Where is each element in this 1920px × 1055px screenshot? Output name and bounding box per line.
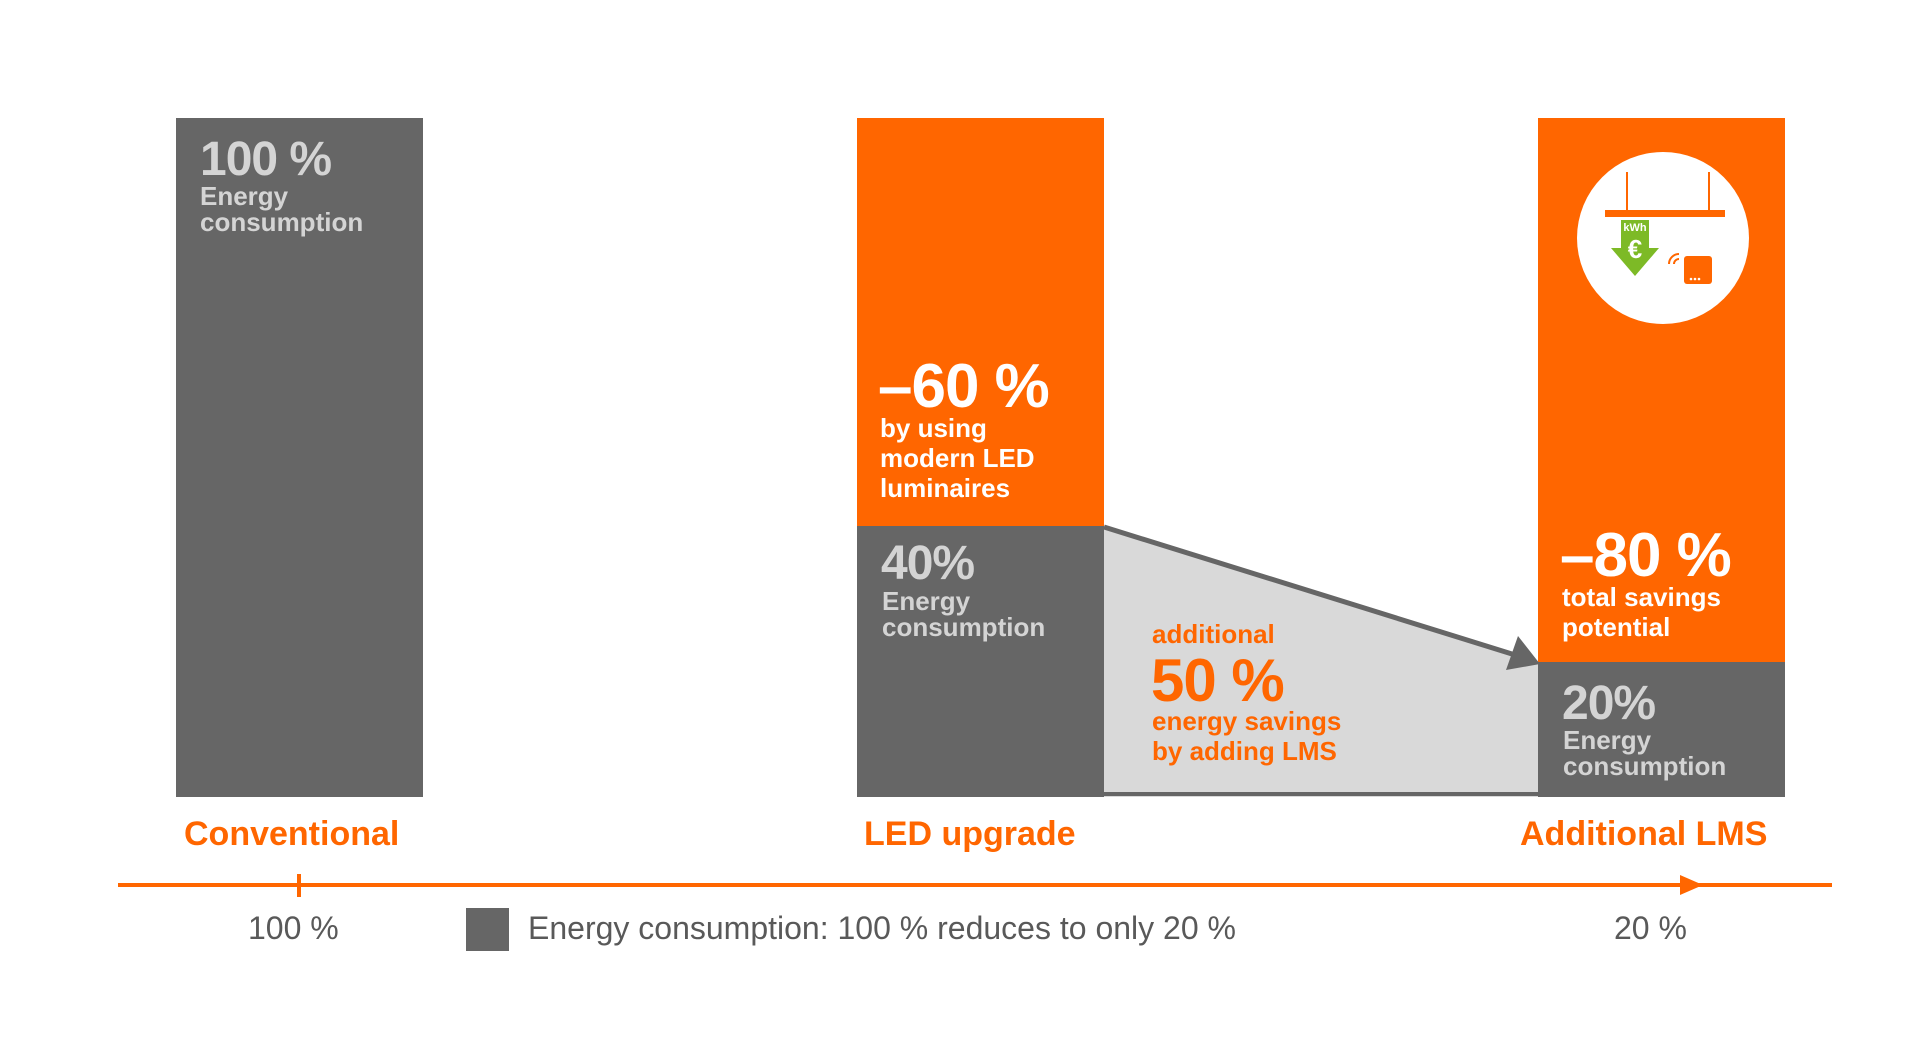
legend-swatch [466, 908, 509, 951]
reduction-arrow-head [1506, 636, 1540, 670]
annotation-top: additional [1152, 619, 1275, 649]
bar-conventional-consumption [176, 118, 423, 797]
conventional-consumption-value: 100 % [200, 133, 332, 186]
annotation-value: 50 % [1151, 647, 1285, 714]
axis-start-label: 100 % [248, 910, 339, 946]
category-label-conventional: Conventional [184, 815, 400, 853]
legend-label: Energy consumption: 100 % reduces to onl… [528, 910, 1236, 946]
conventional-consumption-text-2: consumption [200, 207, 364, 237]
led-savings-text-3: luminaires [880, 473, 1011, 503]
annotation-line-1: energy savings [1152, 706, 1342, 736]
lms-consumption-value: 20% [1562, 677, 1656, 730]
led-savings-text-1: by using [880, 413, 987, 443]
conventional-consumption-text-1: Energy [200, 181, 289, 211]
led-savings-value: –60 % [878, 352, 1050, 421]
lms-savings-text-1: total savings [1562, 582, 1721, 612]
icon-euro-text: € [1628, 234, 1642, 264]
lms-consumption-text-1: Energy [1563, 725, 1652, 755]
reduction-arrow-line [1103, 524, 1513, 657]
bar-lms-consumption [1538, 662, 1785, 797]
led-consumption-text-2: consumption [882, 612, 1046, 642]
lms-consumption-text-2: consumption [1563, 751, 1727, 781]
bar-led-savings [857, 118, 1104, 526]
axis-end-label: 20 % [1614, 910, 1687, 946]
lms-savings-value: –80 % [1560, 521, 1732, 590]
luminaire-icon-graphic: kWh € [1605, 172, 1725, 284]
bar-led-consumption [857, 526, 1104, 797]
led-consumption-text-1: Energy [882, 586, 971, 616]
icon-kwh-text: kWh [1623, 222, 1647, 234]
luminaire-kwh-euro-icon: kWh € [1577, 152, 1749, 324]
timeline-arrow-head [1680, 875, 1703, 895]
led-savings-text-2: modern LED [880, 443, 1035, 473]
lms-savings-text-2: potential [1562, 612, 1671, 642]
additional-savings-area [1104, 526, 1538, 797]
category-label-led-upgrade: LED upgrade [864, 815, 1076, 853]
led-consumption-value: 40% [881, 537, 975, 590]
annotation-line-2: by adding LMS [1152, 736, 1337, 766]
category-label-additional-lms: Additional LMS [1520, 815, 1768, 853]
